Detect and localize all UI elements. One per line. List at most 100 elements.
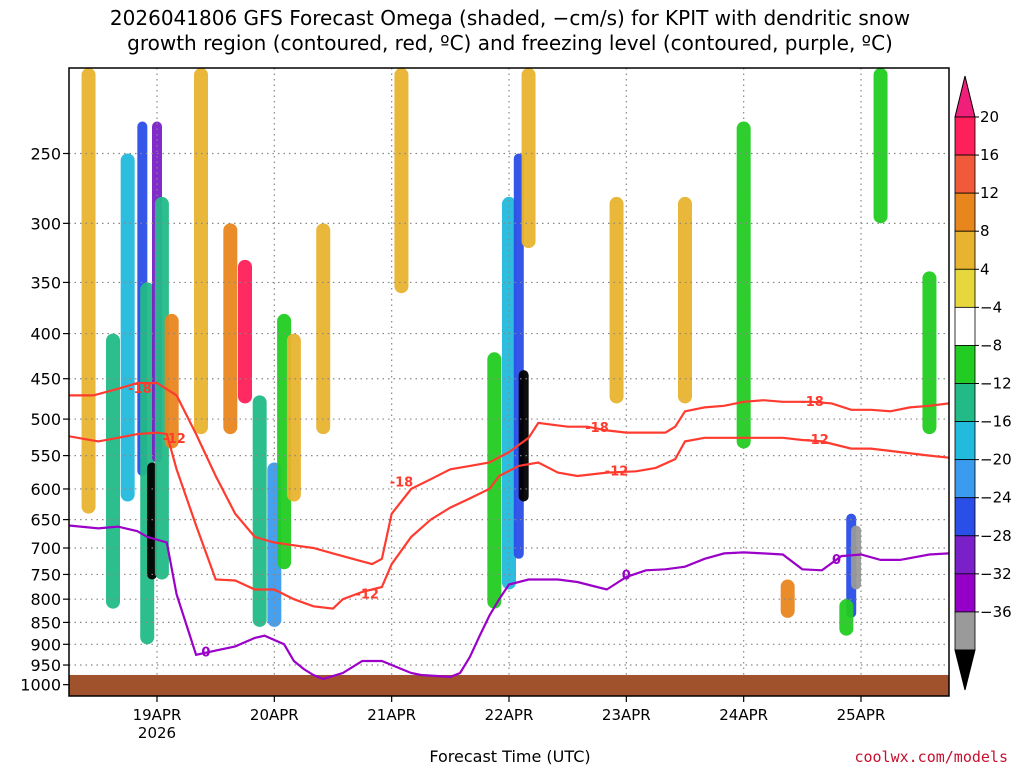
y-tick-label: 250 [30,144,61,163]
contour-label: -18 [585,421,609,436]
omega-region [518,370,529,502]
omega-region [316,223,331,435]
omega-region [106,333,120,609]
omega-region [922,271,937,435]
x-axis-label: Forecast Time (UTC) [429,747,590,766]
x-tick-label: 22APR [485,706,534,724]
x-tick-sublabel: 2026 [138,724,176,742]
y-tick-label: 650 [30,511,61,530]
colorbar-segment [954,116,976,156]
ground [69,674,949,696]
y-tick-label: 600 [30,480,61,499]
omega-region [609,196,624,404]
colorbar-segment [954,573,976,613]
contour-label: -12 [805,433,829,448]
y-tick-label: 350 [30,273,61,292]
chart-title-line-2: growth region (contoured, red, ºC) and f… [127,31,893,55]
colorbar-segment [954,497,976,537]
grid [69,68,949,696]
omega-region [223,223,238,435]
freezing-level-0-line [69,524,949,681]
ground-surface [69,674,949,696]
colorbar-label: 20 [980,108,999,126]
colorbar-label: −28 [980,527,1012,545]
y-tick-label: 300 [30,214,61,233]
y-tick-label: 550 [30,447,61,466]
contour-label: -18 [800,395,824,410]
colorbar-segment [954,459,976,499]
colorbar-segment [954,192,976,232]
omega-region [851,525,862,590]
colorbar-label: 16 [980,146,999,164]
omega-region [839,599,854,636]
omega-region [780,579,795,618]
colorbar-label: 4 [980,260,990,278]
contour-label: 0 [201,646,210,661]
colorbar-label: −8 [980,336,1002,354]
omega-region [521,68,536,249]
omega-region [252,395,267,627]
contour-label: -12 [355,587,379,602]
y-tick-label: 1000 [20,676,61,695]
colorbar-segment [954,154,976,194]
colorbar-segment [954,306,976,346]
omega-region [194,68,208,435]
colorbar-label: −12 [980,375,1012,393]
omega-region [81,68,96,514]
omega-region [736,121,751,449]
y-tick-label: 450 [30,370,61,389]
colorbar-top-arrow [954,75,976,118]
y-tick-label: 800 [30,590,61,609]
plot-area: -18 -18 -18 -18 -12 -12 -12 -12 0 0 0 [68,67,950,697]
contour-label: 0 [832,553,841,568]
contour-label: -12 [605,464,629,479]
y-tick-label: 500 [30,410,61,429]
colorbar-segment [954,230,976,270]
omega-region [164,313,179,449]
colorbar: 20 16 12 8 4 −4 −8 −12 −16 −20 −24 −28 −32 −36 [954,75,1012,691]
colorbar-segment [954,535,976,575]
y-axis: 250 300 350 400 450 500 550 600 650 700 750 800 850 9… [20,144,69,695]
contours: -18 -18 -18 -18 -12 -12 -12 -12 0 0 0 [69,381,949,681]
colorbar-label: 8 [980,222,990,240]
y-tick-label: 750 [30,565,61,584]
omega-region [154,196,169,580]
y-tick-label: 400 [30,325,61,344]
x-tick-label: 20APR [250,706,299,724]
x-tick-label: 19APR [133,706,182,724]
omega-region [487,352,502,609]
credit-text: coolwx.com/models [854,748,1008,766]
omega-region [286,333,301,502]
omega-region [238,259,252,404]
omega-shading [81,68,937,645]
x-tick-label: 25APR [837,706,886,724]
colorbar-label: −36 [980,603,1012,621]
x-tick-label: 23APR [602,706,651,724]
colorbar-label: −32 [980,565,1012,583]
contour-label: 0 [622,568,631,583]
contour-label: -18 [390,476,414,491]
colorbar-segment [954,421,976,461]
colorbar-segment [954,611,976,651]
colorbar-segment [954,345,976,384]
y-tick-label: 700 [30,539,61,558]
chart-title-line-1: 2026041806 GFS Forecast Omega (shaded, −… [110,6,910,30]
dgz-lower-12-line [69,431,949,610]
x-tick-label: 24APR [719,706,768,724]
contour-label: -18 [128,382,152,397]
omega-region [394,68,409,294]
colorbar-label: −4 [980,298,1002,316]
colorbar-segment [954,383,976,422]
omega-region [678,196,692,404]
omega-region [873,68,888,224]
dgz-upper-18-line [69,381,949,566]
y-tick-label: 850 [30,613,61,632]
colorbar-label: −16 [980,413,1012,431]
colorbar-segment [954,268,976,308]
y-tick-label: 950 [30,656,61,675]
colorbar-label: −24 [980,489,1012,507]
contour-label: -12 [162,432,186,447]
y-tick-label: 900 [30,635,61,654]
